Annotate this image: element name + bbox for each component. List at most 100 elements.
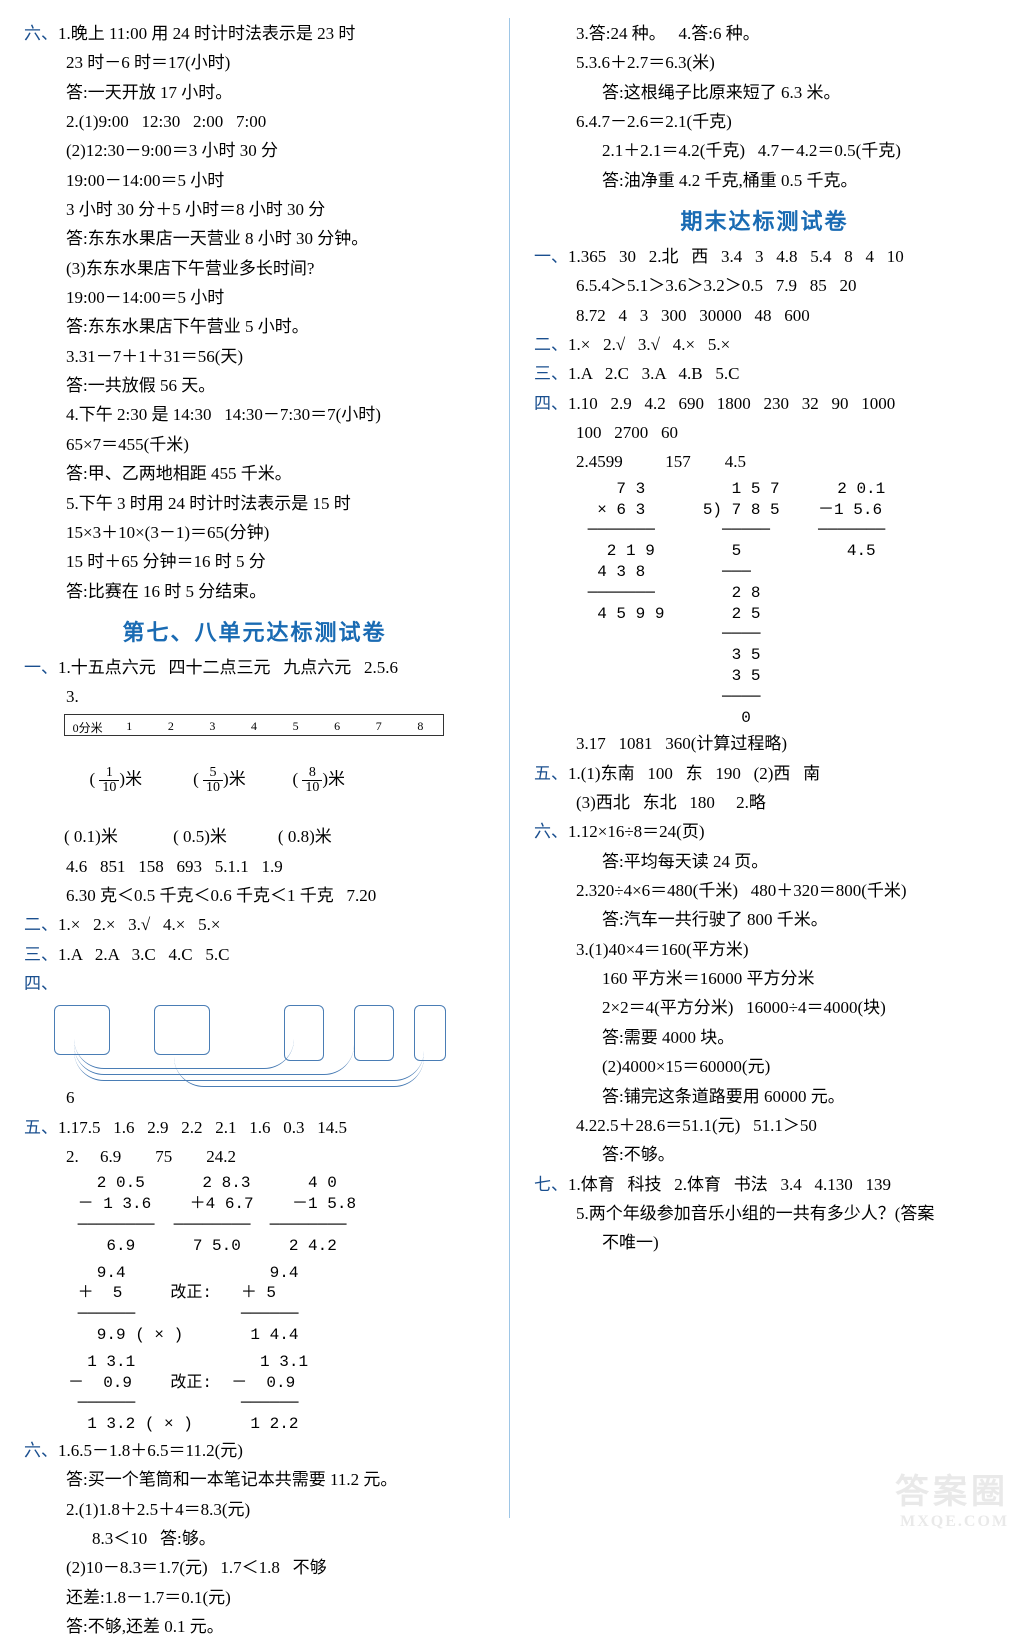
text-line: 3.17 1081 360(计算过程略) (534, 731, 995, 757)
text-line: 160 平方米＝16000 平方分米 (534, 966, 995, 992)
section-label: 二、 (24, 915, 58, 934)
frac-d: 10 (203, 781, 223, 795)
vertical-math: 2 0.5 2 8.3 4 0 － 1 3.6 ＋4 6.7 －1 5.8 ──… (68, 1173, 485, 1256)
text-line: 二、1.× 2.√ 3.√ 4.× 5.× (534, 332, 995, 358)
text-line: 三、1.A 2.A 3.C 4.C 5.C (24, 942, 485, 968)
right-column: 3.答:24 种。 4.答:6 种。 5.3.6＋2.7＝6.3(米) 答:这根… (534, 18, 995, 1518)
text-line: 答:油净重 4.2 千克,桶重 0.5 千克。 (534, 168, 995, 194)
text-line: 二、1.× 2.× 3.√ 4.× 5.× (24, 912, 485, 938)
text-line: 答:不够。 (534, 1142, 995, 1168)
frac-n: 5 (203, 766, 223, 781)
text-line: (3)东东水果店下午营业多长时间? (24, 256, 485, 282)
ruler-label: 3. (24, 684, 485, 710)
content: 1.10 2.9 4.2 690 1800 230 32 90 1000 (568, 394, 895, 413)
text-line: (2)10－8.3＝1.7(元) 1.7＜1.8 不够 (24, 1555, 485, 1581)
text-line: 15×3＋10×(3－1)＝65(分钟) (24, 520, 485, 546)
text-line: 2.1＋2.1＝4.2(千克) 4.7－4.2＝0.5(千克) (534, 138, 995, 164)
text-line: 8.3＜10 答:够。 (24, 1526, 485, 1552)
section-label: 二、 (534, 335, 568, 354)
section-label: 五、 (534, 764, 568, 783)
unit: 米 (125, 769, 142, 788)
text-line: 8.72 4 3 300 30000 48 600 (534, 303, 995, 329)
text-line: 答:甲、乙两地相距 455 千米。 (24, 461, 485, 487)
clothes-diagram (54, 1001, 454, 1081)
text-line: 15 时＋65 分钟＝16 时 5 分 (24, 549, 485, 575)
text-line: 六、1.12×16÷8＝24(页) (534, 819, 995, 845)
tick-label: 4 (251, 719, 257, 734)
frac-d: 10 (99, 781, 119, 795)
column-divider (509, 18, 510, 1518)
text-line: 2.(1)9:00 12:30 2:00 7:00 (24, 109, 485, 135)
tick-label: 0分米 (73, 719, 103, 736)
ruler-fractions: ( 110)米 ( 510)米 ( 810)米 (64, 740, 485, 822)
text-line: 六、1.晚上 11:00 用 24 时计时法表示是 23 时 (24, 21, 485, 47)
content: 1.17.5 1.6 2.9 2.2 2.1 1.6 0.3 14.5 (58, 1118, 347, 1137)
section-label: 六、 (24, 1441, 58, 1460)
frac-d: 10 (302, 781, 322, 795)
connector-line (174, 1057, 424, 1087)
text-line: 答:需要 4000 块。 (534, 1025, 995, 1051)
content: 1.365 30 2.北 西 3.4 3 4.8 5.4 8 4 10 (568, 247, 904, 266)
text-line: (2)12:30－9:00＝3 小时 30 分 (24, 138, 485, 164)
text-line: 2.320÷4×6＝480(千米) 480＋320＝800(千米) (534, 878, 995, 904)
ruler-decimals: ( 0.1)米 ( 0.5)米 ( 0.8)米 (64, 824, 485, 850)
section-label: 四、 (534, 394, 568, 413)
text-line: 五、1.(1)东南 100 东 190 (2)西 南 (534, 761, 995, 787)
section-label: 七、 (534, 1175, 568, 1194)
text-line: 2. 6.9 75 24.2 (24, 1144, 485, 1170)
section-label: 三、 (24, 945, 58, 964)
content: 1.12×16÷8＝24(页) (568, 822, 705, 841)
section-label: 一、 (24, 658, 58, 677)
unit: 米 (229, 769, 246, 788)
watermark: 答案圈 MXQE.COM (895, 1476, 1009, 1530)
section-label: 六、 (534, 822, 568, 841)
text-line: 4.6 851 158 693 5.1.1 1.9 (24, 854, 485, 880)
text-line: (3)西北 东北 180 2.略 (534, 790, 995, 816)
text-line: 23 时－6 时＝17(小时) (24, 50, 485, 76)
section-label: 六、 (24, 24, 58, 43)
text-line: 3 小时 30 分＋5 小时＝8 小时 30 分 (24, 197, 485, 223)
watermark-text: 答案圈 (895, 1474, 1009, 1511)
content: 1.A 2.C 3.A 4.B 5.C (568, 364, 739, 383)
text-line: 6.4.7－2.6＝2.1(千克) (534, 109, 995, 135)
text-line: 3.(1)40×4＝160(平方米) (534, 937, 995, 963)
text-line: 6.5.4＞5.1＞3.6＞3.2＞0.5 7.9 85 20 (534, 273, 995, 299)
text-line: 19:00－14:00＝5 小时 (24, 285, 485, 311)
text-line: 答:这根绳子比原来短了 6.3 米。 (534, 80, 995, 106)
content: 1.× 2.× 3.√ 4.× 5.× (58, 915, 220, 934)
text-line: 七、1.体育 科技 2.体育 书法 3.4 4.130 139 (534, 1172, 995, 1198)
text-line: 一、1.365 30 2.北 西 3.4 3 4.8 5.4 8 4 10 (534, 244, 995, 270)
text-line: 5.下午 3 时用 24 时计时法表示是 15 时 (24, 491, 485, 517)
val: ( 0.1)米 (64, 827, 118, 846)
tick-label: 6 (334, 719, 340, 734)
text-line: 答:不够,还差 0.1 元。 (24, 1614, 485, 1640)
unit: 米 (328, 769, 345, 788)
text-line: 答:买一个笔筒和一本笔记本共需要 11.2 元。 (24, 1467, 485, 1493)
val: ( 0.5)米 (173, 827, 227, 846)
text-line: 5.两个年级参加音乐小组的一共有多少人？(答案 (534, 1201, 995, 1227)
text-line: 答:比赛在 16 时 5 分结束。 (24, 579, 485, 605)
text-line: 3.答:24 种。 4.答:6 种。 (534, 21, 995, 47)
content: 1.(1)东南 100 东 190 (2)西 南 (568, 764, 820, 783)
text-line: 答:一共放假 56 天。 (24, 373, 485, 399)
tick-label: 5 (293, 719, 299, 734)
tick-label: 2 (168, 719, 174, 734)
text-line: 100 2700 60 (534, 420, 995, 446)
text-line: 6.30 克＜0.5 千克＜0.6 千克＜1 千克 7.20 (24, 883, 485, 909)
content: 1.晚上 11:00 用 24 时计时法表示是 23 时 (58, 24, 355, 43)
text-line: 三、1.A 2.C 3.A 4.B 5.C (534, 361, 995, 387)
text-line: 6 (24, 1085, 485, 1111)
frac-n: 8 (302, 766, 322, 781)
content: 1.× 2.√ 3.√ 4.× 5.× (568, 335, 730, 354)
frac-n: 1 (99, 766, 119, 781)
left-column: 六、1.晚上 11:00 用 24 时计时法表示是 23 时 23 时－6 时＝… (24, 18, 485, 1518)
val: ( 0.8)米 (278, 827, 332, 846)
section-label: 一、 (534, 247, 568, 266)
content: 1.十五点六元 四十二点三元 九点六元 2.5.6 (58, 658, 398, 677)
section-label: 五、 (24, 1118, 58, 1137)
text-line: 3.31－7＋1＋31＝56(天) (24, 344, 485, 370)
text-line: 四、1.10 2.9 4.2 690 1800 230 32 90 1000 (534, 391, 995, 417)
vertical-math: 9.4 9.4 ＋ 5 改正: ＋ 5 ────── ────── 9.9 ( … (68, 1263, 485, 1346)
text-line: 答:平均每天读 24 页。 (534, 849, 995, 875)
unit-title: 第七、八单元达标测试卷 (24, 615, 485, 647)
